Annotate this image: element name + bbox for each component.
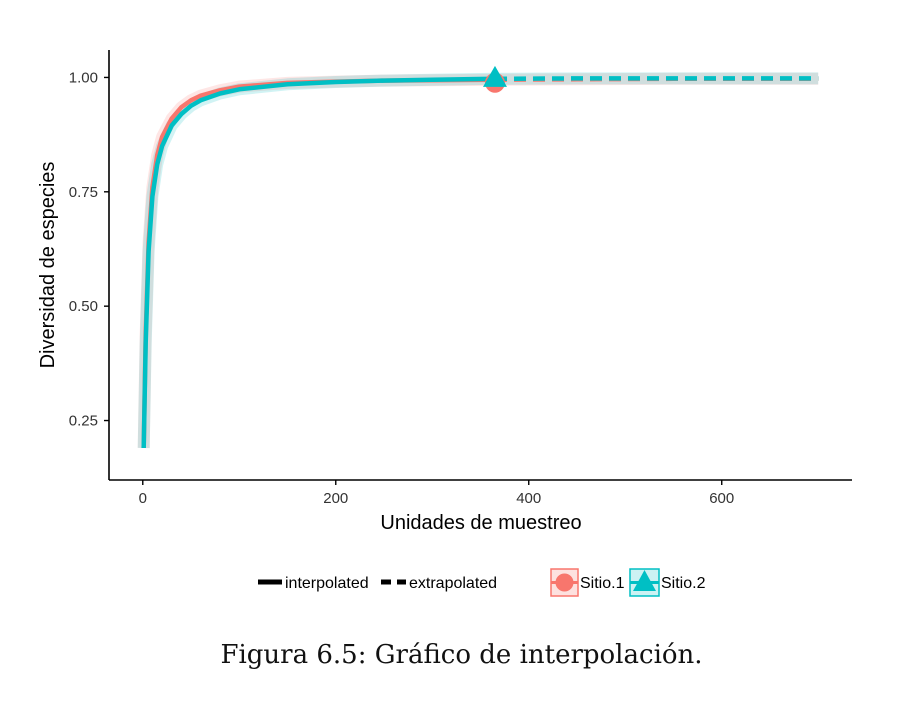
legend: interpolated extrapolated Sitio.1 Sitio.… (258, 568, 706, 597)
figure-caption: Figura 6.5: Gráfico de interpolación. (220, 640, 703, 670)
y-axis-label: Diversidad de especies (37, 162, 59, 369)
x-tick-label: 0 (139, 490, 147, 507)
legend-sitio2-marker (633, 570, 656, 591)
y-tick-label: 0.75 (69, 184, 98, 201)
y-tick-label: 1.00 (69, 69, 98, 86)
x-tick-label: 200 (323, 490, 348, 507)
x-axis-ticks: 0 200 400 600 (139, 480, 734, 507)
legend-sitio2-label: Sitio.2 (661, 575, 706, 592)
sitio-2-confidence-band (137, 72, 819, 449)
x-axis-label: Unidades de muestreo (380, 512, 581, 534)
y-axis-ticks: 0.25 0.50 0.75 1.00 (69, 69, 109, 430)
x-tick-label: 600 (709, 490, 734, 507)
sitio-1-interpolated-line (141, 77, 496, 449)
x-tick-label: 400 (516, 490, 541, 507)
y-tick-label: 0.50 (69, 298, 98, 315)
sitio-1-confidence-band (137, 72, 819, 449)
legend-extrapolated-label: extrapolated (409, 575, 497, 592)
reference-point-markers (482, 65, 507, 93)
legend-sitio1-label: Sitio.1 (580, 575, 625, 592)
y-tick-label: 0.25 (69, 413, 98, 430)
legend-interpolated-label: interpolated (285, 575, 369, 592)
sitio-2-point-marker (482, 65, 507, 87)
confidence-bands (137, 72, 819, 449)
series-lines (141, 76, 819, 449)
sitio-2-interpolated-line (141, 76, 496, 449)
